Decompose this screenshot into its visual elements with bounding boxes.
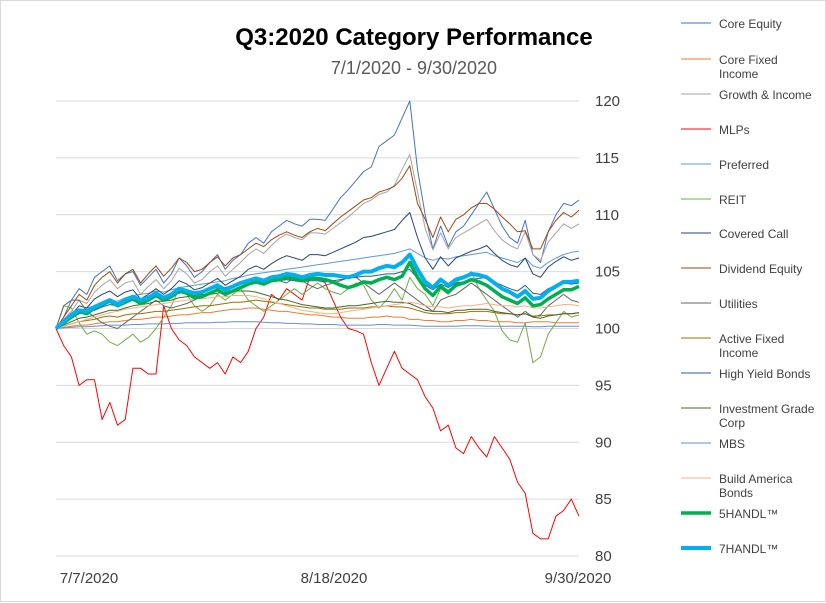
- y-tick-label: 120: [595, 93, 620, 110]
- legend-entry: Utilities: [719, 297, 758, 311]
- series-line-mbs: [55, 321, 579, 329]
- legend-entry: Core Fixed Income: [719, 53, 778, 81]
- legend-entry: Build America Bonds: [719, 472, 793, 500]
- x-axis-ticks: 7/7/2020 8/18/2020 9/30/2020: [60, 570, 612, 587]
- series-line-covered-call: [55, 212, 580, 329]
- series-line-preferred: [55, 248, 580, 329]
- series-line-core-equity: [55, 100, 580, 329]
- legend-entry: Active Fixed Income: [719, 332, 784, 360]
- legend-entry: High Yield Bonds: [719, 367, 810, 381]
- series-line-5handl: [54, 260, 580, 330]
- x-tick-label: 8/18/2020: [301, 570, 368, 587]
- legend-entry: Covered Call: [719, 227, 788, 241]
- y-tick-label: 90: [595, 434, 612, 451]
- series-line-build-america-bonds: [55, 295, 580, 329]
- chart-title: Q3:2020 Category Performance: [235, 24, 593, 51]
- y-tick-label: 115: [595, 150, 619, 167]
- y-tick-label: 80: [595, 548, 612, 565]
- legend-entry: Growth & Income: [719, 88, 812, 102]
- legend-entry: Dividend Equity: [719, 262, 802, 276]
- legend-entry: Investment Grade Corp: [719, 402, 815, 430]
- series-line-active-fixed-income: [55, 299, 580, 329]
- legend-entry: MLPs: [719, 123, 750, 137]
- legend-entry: 5HANDL™: [719, 507, 778, 521]
- series-line-7handl: [54, 252, 580, 330]
- legend-entry: 7HANDL™: [719, 542, 778, 556]
- y-axis-ticks: 80 85 90 95 100 105 110 115 120: [595, 93, 620, 565]
- series-line-growth-income: [55, 154, 580, 329]
- series-line-dividend-equity: [55, 165, 580, 329]
- series-line-utilities: [55, 276, 580, 329]
- series-line-reit: [55, 271, 580, 364]
- y-tick-label: 95: [595, 377, 612, 394]
- x-tick-label: 7/7/2020: [60, 570, 118, 587]
- legend: Core Equity Core Fixed Income Growth & Inco…: [681, 17, 815, 556]
- y-tick-label: 85: [595, 491, 612, 508]
- y-tick-label: 110: [595, 207, 619, 224]
- legend-entry: Preferred: [719, 158, 769, 172]
- gridlines: [56, 100, 579, 557]
- y-tick-label: 100: [595, 321, 620, 338]
- series-lines: [54, 100, 580, 540]
- legend-entry: REIT: [719, 193, 747, 207]
- series-line-core-fixed-income: [55, 307, 579, 329]
- legend-entry: Core Equity: [719, 17, 782, 31]
- legend-entry: MBS: [719, 437, 745, 451]
- y-tick-label: 105: [595, 264, 620, 281]
- chart-subtitle: 7/1/2020 - 9/30/2020: [331, 58, 497, 78]
- x-tick-label: 9/30/2020: [545, 570, 612, 587]
